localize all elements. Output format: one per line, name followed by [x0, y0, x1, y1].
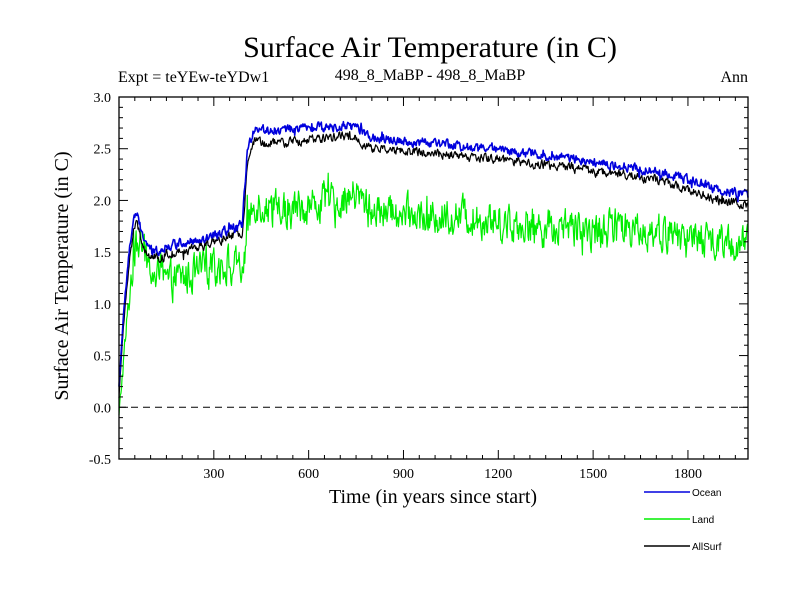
x-tick-label: 300 [203, 467, 224, 482]
x-tick-label: 1500 [579, 467, 607, 482]
series-line-ocean [118, 120, 749, 387]
axis-ticks [119, 96, 748, 460]
y-tick-label: 2.0 [94, 194, 112, 209]
legend: Ocean Land AllSurf [644, 488, 722, 553]
subtitle-season: Ann [720, 69, 748, 86]
y-axis-label: Surface Air Temperature (in C) [51, 151, 73, 400]
series-line-land [118, 172, 749, 416]
y-tick-label: 1.0 [94, 298, 112, 313]
y-tick-label: 2.5 [94, 143, 112, 158]
series-layer [118, 120, 749, 416]
y-tick-label: 1.5 [94, 246, 112, 261]
subtitle-period: 498_8_MaBP - 498_8_MaBP [335, 67, 526, 84]
subtitle-experiment: Expt = teYEw-teYDw1 [118, 69, 269, 86]
axis-tick-labels: 300 600 900 1200 1500 1800 -0.5 0.0 0.5 1.0 1.5 2.0… [89, 91, 702, 482]
x-tick-label: 900 [393, 467, 414, 482]
plot-frame [118, 96, 749, 460]
chart-title: Surface Air Temperature (in C) [243, 31, 617, 64]
x-tick-label: 1800 [674, 467, 702, 482]
y-tick-label: 0.0 [94, 401, 112, 416]
y-tick-label: 0.5 [94, 350, 112, 365]
series-line-allsurf [118, 131, 749, 399]
legend-label-land: Land [692, 515, 714, 526]
y-tick-label: 3.0 [94, 91, 112, 106]
y-tick-label: -0.5 [89, 453, 111, 468]
x-tick-label: 600 [298, 467, 319, 482]
x-tick-label: 1200 [484, 467, 512, 482]
legend-label-allsurf: AllSurf [692, 542, 722, 553]
legend-label-ocean: Ocean [692, 488, 721, 499]
x-axis-label: Time (in years since start) [329, 486, 537, 508]
